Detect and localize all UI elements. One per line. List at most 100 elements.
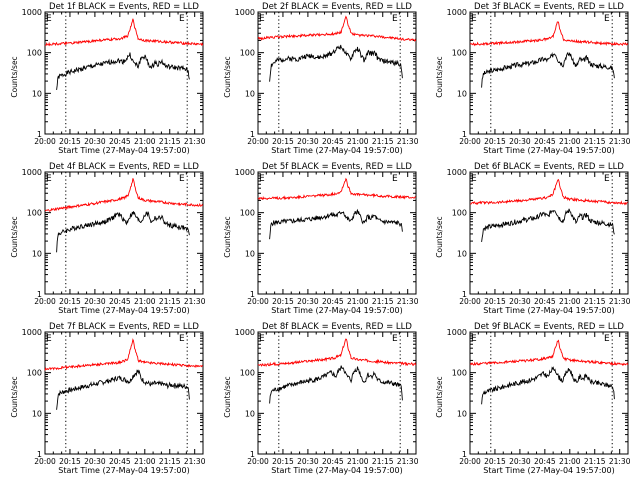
y-tick-label: 100 — [27, 209, 42, 218]
y-tick-label: 100 — [240, 369, 255, 378]
panel-title: Det 2f BLACK = Events, RED = LLD — [262, 2, 412, 12]
plot-frame — [257, 331, 417, 455]
event-flag-label: E — [46, 174, 52, 184]
y-tick-label: 10 — [245, 409, 255, 418]
y-tick-label: 10 — [245, 89, 255, 98]
plot-frame — [257, 11, 417, 135]
x-tick-label: 21:15 — [159, 137, 181, 146]
x-axis-label: Start Time (27-May-04 19:57:00) — [58, 306, 189, 315]
detector-panel: Det 8f BLACK = Events, RED = LLD 1 10 100 10… — [223, 322, 419, 475]
x-tick-label: 20:30 — [297, 457, 319, 466]
event-flag-label: E — [471, 174, 477, 184]
plot-frame — [469, 331, 629, 455]
y-tick-label: 1000 — [235, 168, 255, 177]
x-tick-label: 20:00 — [459, 137, 481, 146]
x-tick-label: 20:15 — [59, 297, 81, 306]
y-axis-label: Counts/sec — [10, 56, 19, 97]
plot-frame — [44, 331, 204, 455]
plot-frame — [257, 171, 417, 295]
y-tick-label: 1000 — [447, 8, 467, 17]
x-axis-label: Start Time (27-May-04 19:57:00) — [58, 146, 189, 155]
x-tick-label: 21:00 — [347, 137, 369, 146]
x-tick-label: 21:30 — [609, 137, 631, 146]
detector-panel: Det 2f BLACK = Events, RED = LLD 1 10 100 10… — [223, 2, 419, 155]
x-axis-label: Start Time (27-May-04 19:57:00) — [483, 306, 614, 315]
x-tick-label: 21:30 — [397, 137, 419, 146]
y-tick-label: 1 — [37, 290, 42, 299]
x-tick-label: 21:30 — [609, 457, 631, 466]
x-tick-label: 20:30 — [509, 137, 531, 146]
y-tick-label: 1000 — [235, 328, 255, 337]
y-tick-label: 1000 — [447, 328, 467, 337]
x-tick-label: 20:30 — [509, 297, 531, 306]
event-flag-label: E — [179, 334, 185, 344]
event-flag-label: E — [46, 14, 52, 24]
x-tick-label: 21:15 — [372, 297, 394, 306]
x-tick-label: 21:00 — [347, 457, 369, 466]
x-tick-label: 20:30 — [509, 457, 531, 466]
x-tick-label: 20:00 — [459, 297, 481, 306]
x-tick-label: 21:30 — [397, 297, 419, 306]
events-series-line — [269, 365, 403, 404]
y-tick-label: 1000 — [447, 168, 467, 177]
x-tick-label: 20:15 — [484, 137, 506, 146]
x-tick-label: 21:15 — [584, 297, 606, 306]
y-tick-label: 10 — [32, 249, 42, 258]
x-axis-label: Start Time (27-May-04 19:57:00) — [483, 466, 614, 475]
x-tick-label: 20:00 — [34, 297, 56, 306]
lld-series-line — [469, 339, 629, 366]
plot-frame — [469, 171, 629, 295]
x-axis-label: Start Time (27-May-04 19:57:00) — [271, 146, 402, 155]
x-tick-label: 21:15 — [372, 457, 394, 466]
y-tick-label: 1 — [37, 130, 42, 139]
x-tick-label: 20:45 — [322, 137, 344, 146]
x-tick-label: 20:45 — [322, 297, 344, 306]
events-series-line — [481, 208, 615, 242]
x-tick-label: 21:15 — [159, 297, 181, 306]
y-tick-label: 100 — [452, 209, 467, 218]
y-tick-label: 10 — [457, 249, 467, 258]
x-tick-label: 20:30 — [84, 297, 106, 306]
y-tick-label: 1000 — [22, 8, 42, 17]
plot-frame — [44, 171, 204, 295]
lld-series-line — [44, 338, 203, 371]
y-tick-label: 100 — [452, 369, 467, 378]
y-axis-label: Counts/sec — [223, 376, 232, 417]
x-tick-label: 20:45 — [534, 137, 556, 146]
event-flag-label: E — [259, 174, 265, 184]
plot-frame — [469, 11, 629, 135]
plot-frame — [44, 11, 204, 135]
panel-title: Det 6f BLACK = Events, RED = LLD — [474, 162, 624, 172]
x-tick-label: 21:00 — [134, 137, 156, 146]
y-tick-label: 10 — [32, 89, 42, 98]
detector-panel: Det 3f BLACK = Events, RED = LLD 1 10 100 10… — [435, 2, 631, 155]
x-tick-label: 21:00 — [134, 457, 156, 466]
x-tick-label: 21:30 — [397, 457, 419, 466]
event-flag-label: E — [179, 174, 185, 184]
x-tick-label: 20:15 — [272, 137, 294, 146]
x-tick-label: 20:15 — [272, 457, 294, 466]
events-series-line — [56, 369, 190, 410]
panel-title: Det 9f BLACK = Events, RED = LLD — [474, 322, 624, 332]
events-series-line — [481, 51, 615, 88]
x-tick-label: 20:30 — [84, 137, 106, 146]
x-tick-label: 20:00 — [34, 137, 56, 146]
event-flag-label: E — [392, 14, 398, 24]
panel-title: Det 7f BLACK = Events, RED = LLD — [49, 322, 199, 332]
panel-title: Det 5f BLACK = Events, RED = LLD — [262, 162, 412, 172]
detector-panel: Det 7f BLACK = Events, RED = LLD 1 10 100 10… — [10, 322, 206, 475]
event-flag-label: E — [471, 334, 477, 344]
x-tick-label: 20:15 — [59, 137, 81, 146]
y-tick-label: 100 — [27, 49, 42, 58]
events-series-line — [56, 52, 190, 90]
y-tick-label: 1 — [37, 450, 42, 459]
y-tick-label: 1000 — [22, 168, 42, 177]
y-axis-label: Counts/sec — [435, 56, 444, 97]
x-tick-label: 21:15 — [372, 137, 394, 146]
event-flag-label: E — [392, 174, 398, 184]
y-tick-label: 10 — [32, 409, 42, 418]
events-series-line — [481, 366, 615, 405]
x-tick-label: 21:15 — [584, 137, 606, 146]
lld-series-line — [257, 15, 417, 42]
x-tick-label: 21:15 — [159, 457, 181, 466]
